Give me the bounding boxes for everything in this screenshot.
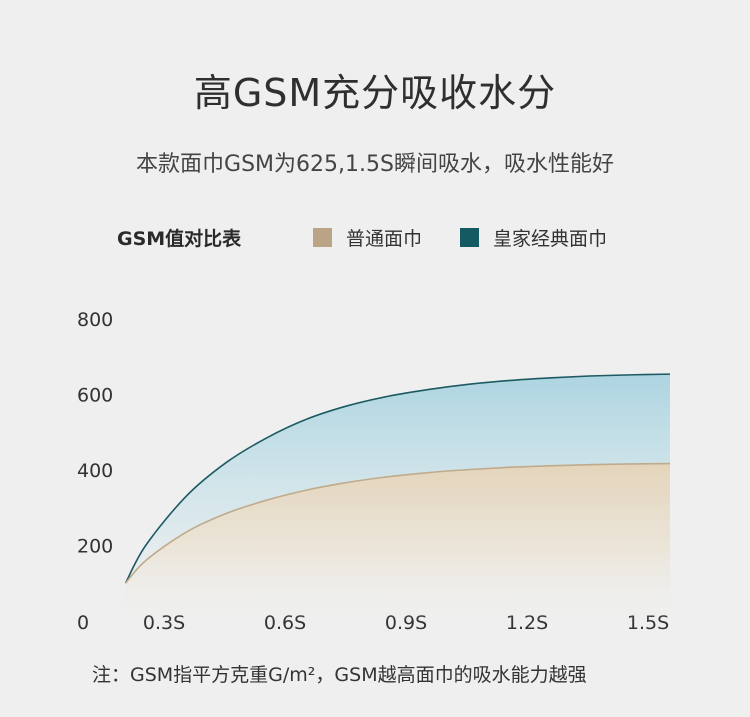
chart-areas — [124, 373, 671, 621]
legend-title: GSM值对比表 — [117, 228, 242, 250]
legend-swatch-normal — [313, 227, 332, 247]
page-subtitle: 本款面巾GSM为625,1.5S瞬间吸水，吸水性能好 — [136, 152, 614, 177]
series-line-normal — [124, 462, 671, 584]
chart-legend: GSM值对比表 普通面巾 皇家经典面巾 — [0, 222, 750, 252]
y-axis: 800 600 400 200 — [77, 309, 113, 558]
y-tick-label: 800 — [77, 309, 113, 331]
legend-item-normal: 普通面巾 — [313, 222, 422, 252]
legend-label-royal: 皇家经典面巾 — [493, 227, 608, 250]
y-tick-label: 200 — [77, 536, 113, 558]
footnote: 注：GSM指平方克重G/m²，GSM越高面巾的吸水能力越强 — [92, 664, 587, 686]
page-title: 高GSM充分吸收水分 — [193, 71, 557, 115]
x-tick-label: 0 — [77, 612, 89, 634]
series-line-royal — [124, 373, 671, 584]
area-normal — [125, 463, 670, 621]
legend-label-normal: 普通面巾 — [346, 227, 423, 250]
y-tick-label: 600 — [77, 385, 113, 407]
legend-swatch-royal — [460, 227, 479, 247]
y-tick-label: 400 — [77, 460, 113, 482]
legend-item-royal: 皇家经典面巾 — [460, 222, 607, 252]
